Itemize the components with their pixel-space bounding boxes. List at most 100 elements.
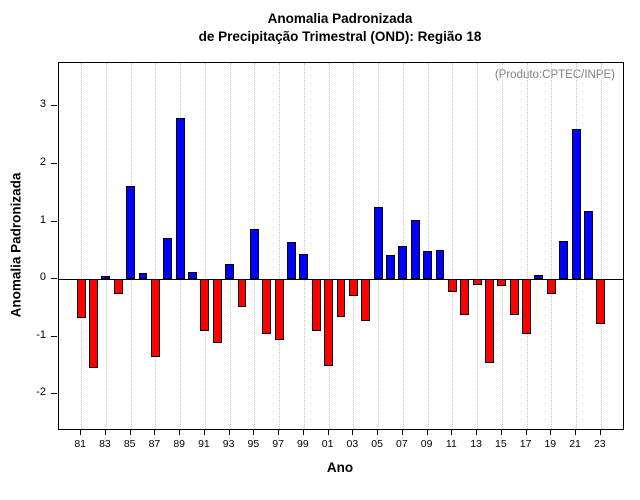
bar-negative xyxy=(150,279,160,357)
bar-negative xyxy=(237,279,247,307)
x-tick-label: 95 xyxy=(247,438,260,450)
x-tick-label: 21 xyxy=(569,438,581,450)
bar-positive xyxy=(423,251,433,280)
gridline xyxy=(452,63,454,429)
x-tick-label: 17 xyxy=(519,438,532,450)
y-tick-mark xyxy=(51,220,57,222)
gridline xyxy=(328,63,330,429)
gridline xyxy=(105,63,107,429)
bar-negative xyxy=(361,279,371,321)
x-tick-label: 81 xyxy=(74,438,87,450)
x-tick-mark xyxy=(352,429,354,435)
bar-positive xyxy=(386,254,395,280)
x-tick-mark xyxy=(302,429,304,435)
bar-positive xyxy=(559,240,569,280)
bar-negative xyxy=(262,279,272,334)
x-axis-label: Ano xyxy=(326,460,354,475)
gridline xyxy=(526,63,528,429)
x-tick-label: 91 xyxy=(198,438,210,450)
gridline xyxy=(551,63,553,429)
gridline xyxy=(600,63,602,429)
bar-positive xyxy=(225,263,235,280)
chart-title-line2: de Precipitação Trimestral (OND): Região… xyxy=(198,29,482,45)
x-tick-mark xyxy=(426,429,428,435)
x-tick-mark xyxy=(129,429,131,435)
x-tick-mark xyxy=(253,429,255,435)
chart-title: Anomalia Padronizada de Precipitação Tri… xyxy=(58,10,622,46)
y-tick-label: 2 xyxy=(39,155,46,168)
x-tick-label: 03 xyxy=(346,438,359,450)
x-tick-mark xyxy=(401,429,403,435)
x-tick-label: 11 xyxy=(445,438,457,450)
gridline xyxy=(477,63,479,429)
bar-negative xyxy=(447,279,457,292)
chart-title-line1: Anomalia Padronizada xyxy=(267,11,413,26)
y-tick-mark xyxy=(51,393,57,395)
y-tick-label: -2 xyxy=(36,386,46,399)
y-tick-label: 3 xyxy=(39,98,46,111)
bar-positive xyxy=(138,273,148,280)
x-tick-label: 99 xyxy=(297,438,309,450)
bar-negative xyxy=(212,279,222,343)
x-tick-mark xyxy=(500,429,502,435)
y-tick-mark xyxy=(51,278,57,280)
x-tick-mark xyxy=(203,429,205,435)
bar-negative xyxy=(472,279,482,285)
bar-negative xyxy=(596,279,606,325)
bar-negative xyxy=(324,279,334,366)
gridline xyxy=(353,63,355,429)
x-tick-mark xyxy=(154,429,156,435)
bar-positive xyxy=(571,129,581,280)
x-tick-label: 05 xyxy=(371,438,383,450)
bar-positive xyxy=(126,185,136,280)
x-tick-mark xyxy=(476,429,478,435)
x-tick-mark xyxy=(599,429,601,435)
x-tick-label: 87 xyxy=(148,438,161,450)
bar-positive xyxy=(299,254,309,280)
bar-negative xyxy=(348,279,358,297)
y-tick-label: 0 xyxy=(39,271,46,284)
x-tick-label: 89 xyxy=(173,438,185,450)
x-tick-label: 93 xyxy=(222,438,235,450)
bar-negative xyxy=(522,279,532,334)
x-tick-mark xyxy=(228,429,230,435)
bar-negative xyxy=(485,279,494,363)
x-tick-mark xyxy=(525,429,527,435)
bar-negative xyxy=(497,279,507,287)
bar-positive xyxy=(287,241,296,280)
plot-area: (Produto:CPTEC/INPE) xyxy=(58,62,624,430)
x-tick-mark xyxy=(575,429,577,435)
x-tick-label: 23 xyxy=(593,438,606,450)
gridline xyxy=(501,63,503,429)
bar-positive xyxy=(534,275,544,280)
bar-negative xyxy=(76,279,86,319)
x-tick-mark xyxy=(451,429,453,435)
x-tick-label: 13 xyxy=(470,438,482,450)
x-tick-label: 19 xyxy=(544,438,557,450)
x-tick-label: 07 xyxy=(396,438,408,450)
bar-negative xyxy=(89,279,98,369)
bar-positive xyxy=(175,117,185,280)
x-tick-label: 83 xyxy=(99,438,111,450)
bar-positive xyxy=(188,271,197,280)
x-tick-mark xyxy=(550,429,552,435)
bar-negative xyxy=(460,279,470,315)
y-tick-label: -1 xyxy=(36,328,46,341)
x-tick-label: 01 xyxy=(321,438,334,450)
x-tick-mark xyxy=(327,429,329,435)
gridline xyxy=(81,63,83,429)
x-tick-mark xyxy=(179,429,181,435)
y-axis-label: Anomalia Padronizada xyxy=(8,172,24,318)
bar-positive xyxy=(373,207,383,280)
x-tick-mark xyxy=(377,429,379,435)
gridline xyxy=(229,63,231,429)
gridline xyxy=(303,63,305,429)
x-tick-label: 09 xyxy=(420,438,433,450)
y-tick-label: 1 xyxy=(39,213,46,226)
x-tick-label: 97 xyxy=(272,438,284,450)
x-tick-mark xyxy=(104,429,106,435)
bar-negative xyxy=(113,279,123,294)
bar-positive xyxy=(583,211,593,280)
y-tick-mark xyxy=(51,105,57,107)
